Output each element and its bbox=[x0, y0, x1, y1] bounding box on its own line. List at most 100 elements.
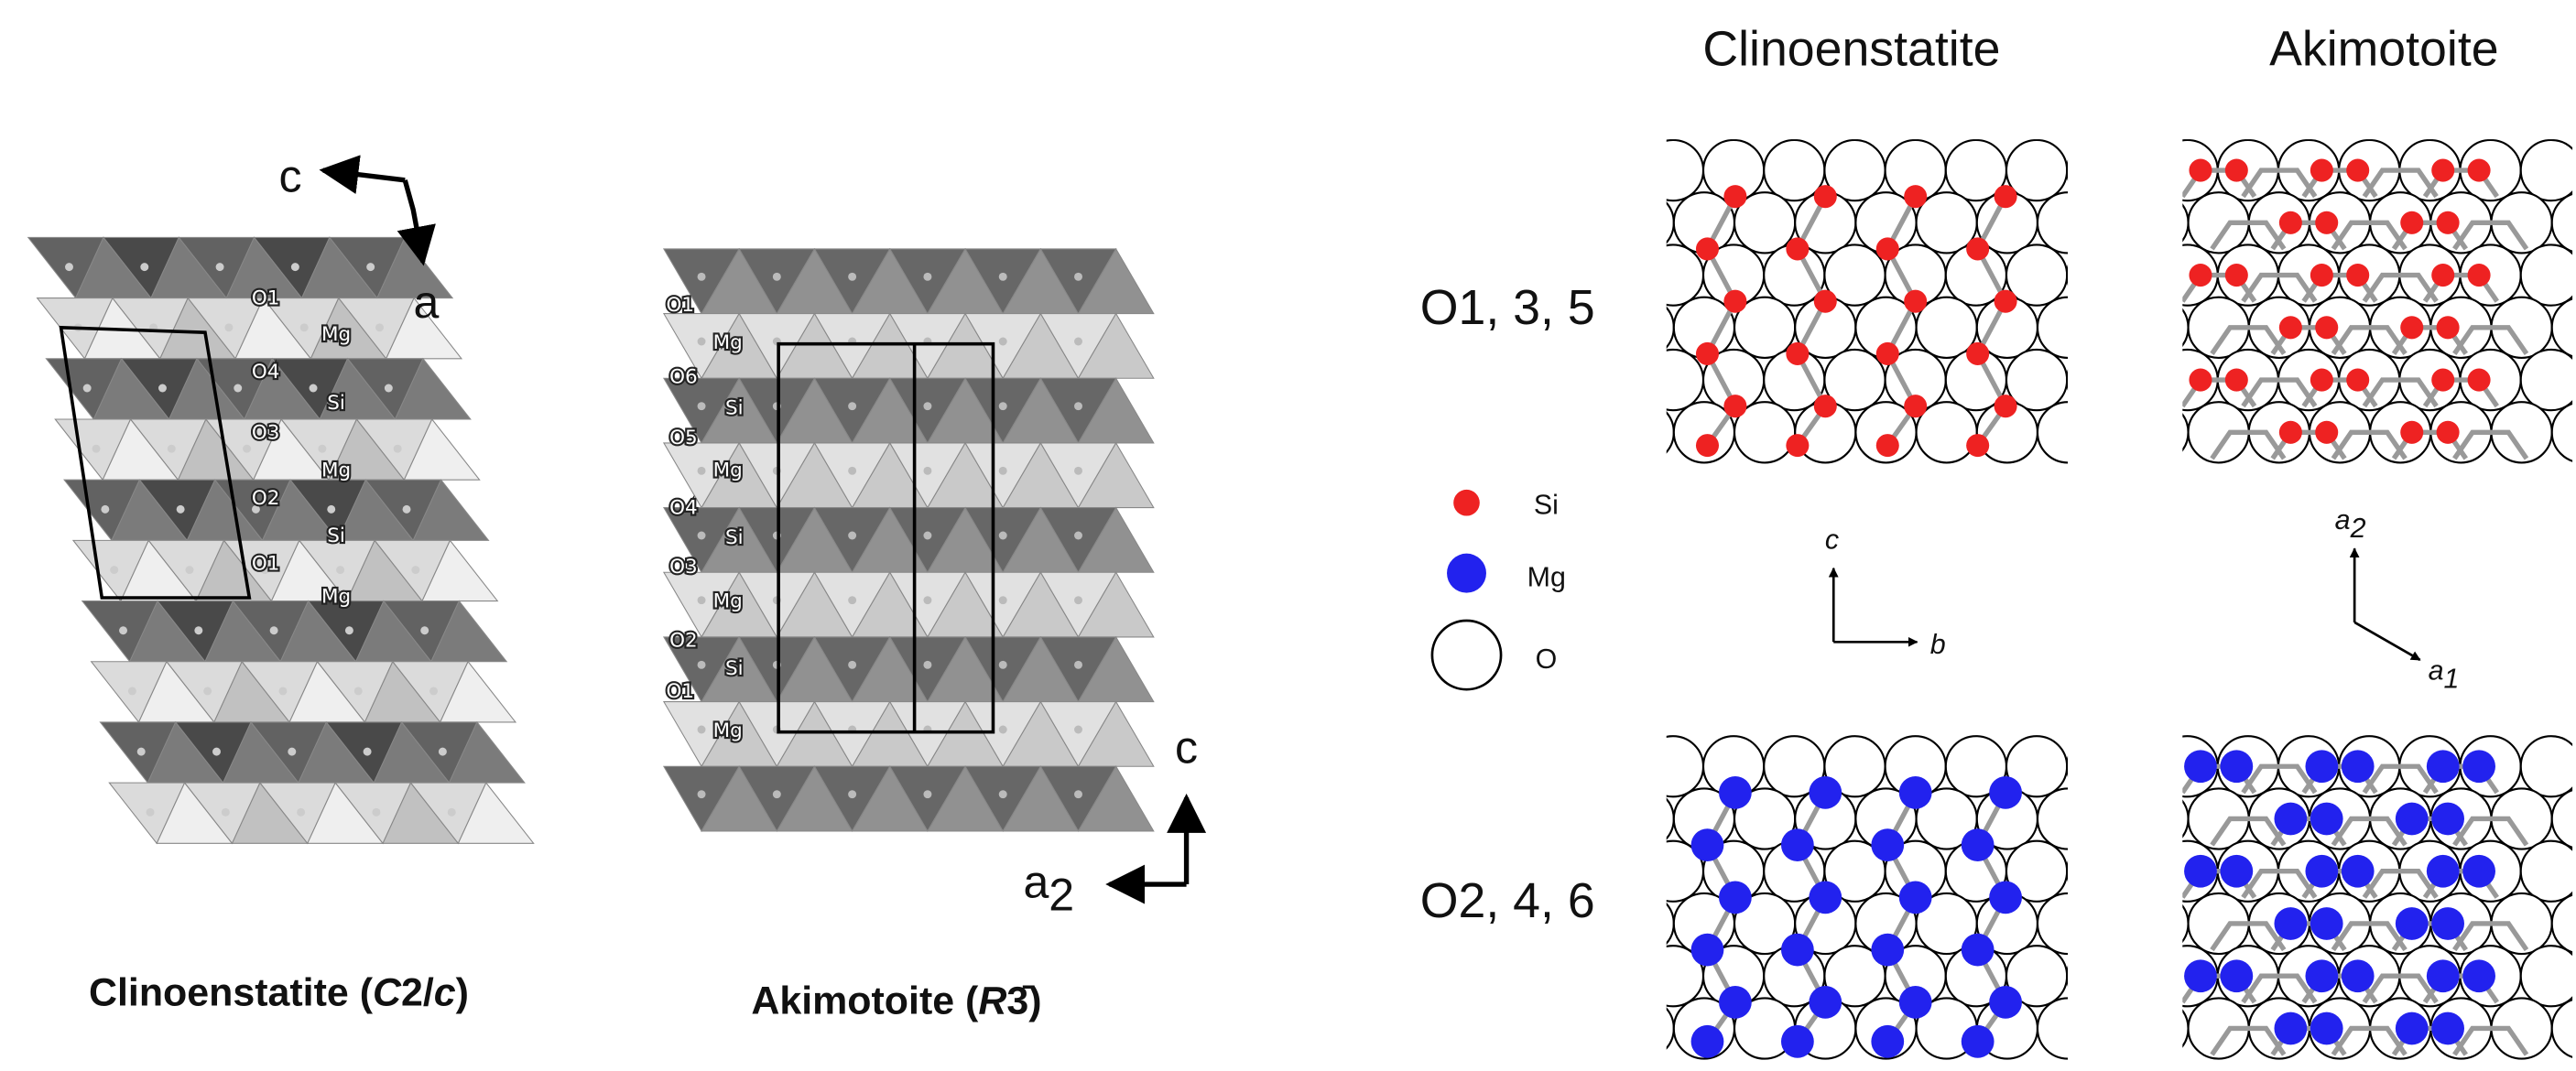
oxygen bbox=[1614, 402, 1674, 462]
oxygen bbox=[2552, 192, 2576, 253]
atom bbox=[119, 626, 127, 634]
axis-label: c bbox=[1825, 524, 1839, 555]
layer-label: Si bbox=[725, 657, 744, 680]
oxygen bbox=[2067, 841, 2127, 902]
cation bbox=[1814, 395, 1837, 417]
row-header: O2, 4, 6 bbox=[1420, 873, 1595, 928]
atom bbox=[698, 532, 706, 540]
column-header: Akimotoite bbox=[2269, 22, 2499, 77]
atom bbox=[140, 263, 148, 271]
cation bbox=[1786, 237, 1809, 260]
atom bbox=[186, 566, 194, 574]
atom bbox=[128, 687, 136, 695]
cation bbox=[1904, 395, 1927, 417]
cation bbox=[2310, 369, 2333, 392]
legend-mg bbox=[1447, 554, 1486, 593]
cation bbox=[2225, 264, 2248, 287]
layer-label: O5 bbox=[669, 427, 698, 449]
atom bbox=[366, 263, 375, 271]
cation bbox=[1871, 828, 1904, 861]
axis-arrow bbox=[2354, 622, 2420, 660]
cation bbox=[1994, 290, 2017, 313]
atom bbox=[999, 402, 1007, 410]
atom bbox=[1074, 596, 1082, 604]
legend-label: Si bbox=[1534, 490, 1559, 521]
cation bbox=[1962, 934, 1994, 967]
cation bbox=[1696, 342, 1719, 365]
cation bbox=[2189, 264, 2212, 287]
oxygen bbox=[2127, 998, 2188, 1058]
oxygen bbox=[2552, 998, 2576, 1058]
atom bbox=[923, 596, 931, 604]
column-header: Clinoenstatite bbox=[1702, 22, 2000, 77]
cation bbox=[1814, 185, 1837, 208]
layer-label: Mg bbox=[713, 331, 743, 354]
cation bbox=[2342, 959, 2375, 992]
caption: Akimotoite (R3̄) bbox=[751, 979, 1041, 1022]
oxygen bbox=[2521, 841, 2576, 902]
atom bbox=[203, 687, 212, 695]
atom bbox=[65, 263, 73, 271]
layer-label: O1 bbox=[252, 287, 280, 310]
oxygen bbox=[2552, 893, 2576, 954]
atom bbox=[848, 532, 856, 540]
atom bbox=[1074, 532, 1082, 540]
cation bbox=[1814, 290, 1837, 313]
oxygen bbox=[2067, 946, 2127, 1006]
layer-panel bbox=[2127, 140, 2576, 462]
atom bbox=[278, 687, 287, 695]
axis-label: a bbox=[414, 276, 440, 328]
atom bbox=[923, 467, 931, 475]
caption-part: Akimotoite ( bbox=[751, 979, 979, 1022]
cation bbox=[2189, 369, 2212, 392]
figure: c a c a2 Clinoenstatite (C2/c) Akimotoit… bbox=[0, 0, 2576, 1071]
cation bbox=[1899, 881, 1932, 914]
caption-part: ) bbox=[456, 970, 469, 1014]
legend-label: Mg bbox=[1527, 561, 1566, 592]
cation bbox=[2189, 159, 2212, 182]
oxygen bbox=[2038, 893, 2098, 954]
cation bbox=[1723, 185, 1746, 208]
cation bbox=[2184, 855, 2217, 888]
layer-label: Mg bbox=[321, 585, 351, 608]
cation bbox=[1994, 185, 2017, 208]
atom bbox=[698, 596, 706, 604]
layer-label: Mg bbox=[321, 460, 351, 482]
oxygen bbox=[1614, 893, 1674, 954]
layer-label: O2 bbox=[669, 630, 698, 653]
oxygen bbox=[1643, 350, 1703, 410]
cation bbox=[1719, 776, 1752, 809]
cation bbox=[1719, 986, 1752, 1019]
atom bbox=[158, 384, 167, 393]
cation bbox=[1719, 881, 1752, 914]
cation bbox=[1989, 881, 2022, 914]
atom bbox=[234, 384, 242, 393]
cation bbox=[2346, 264, 2369, 287]
layer-label: Mg bbox=[321, 323, 351, 346]
cation bbox=[2274, 907, 2307, 940]
atom bbox=[364, 748, 372, 756]
cation bbox=[1876, 434, 1899, 457]
cation bbox=[2400, 316, 2423, 339]
atom bbox=[848, 402, 856, 410]
atom bbox=[194, 626, 202, 634]
cation bbox=[1809, 776, 1842, 809]
oxygen bbox=[2127, 192, 2188, 253]
atom bbox=[773, 790, 781, 798]
atom bbox=[848, 596, 856, 604]
cation bbox=[2315, 316, 2338, 339]
cation bbox=[2342, 855, 2375, 888]
cation bbox=[2437, 421, 2460, 444]
atom bbox=[1074, 273, 1082, 281]
cation bbox=[2427, 855, 2460, 888]
cation bbox=[2274, 803, 2307, 836]
cation bbox=[1809, 986, 1842, 1019]
cation bbox=[1781, 934, 1814, 967]
cation bbox=[1809, 881, 1842, 914]
axis-label: a2 bbox=[1023, 856, 1074, 920]
atom bbox=[372, 808, 380, 817]
oxygen bbox=[2127, 893, 2188, 954]
atom bbox=[848, 467, 856, 475]
caption-part: C bbox=[373, 970, 402, 1014]
layer-label: O1 bbox=[667, 680, 695, 703]
